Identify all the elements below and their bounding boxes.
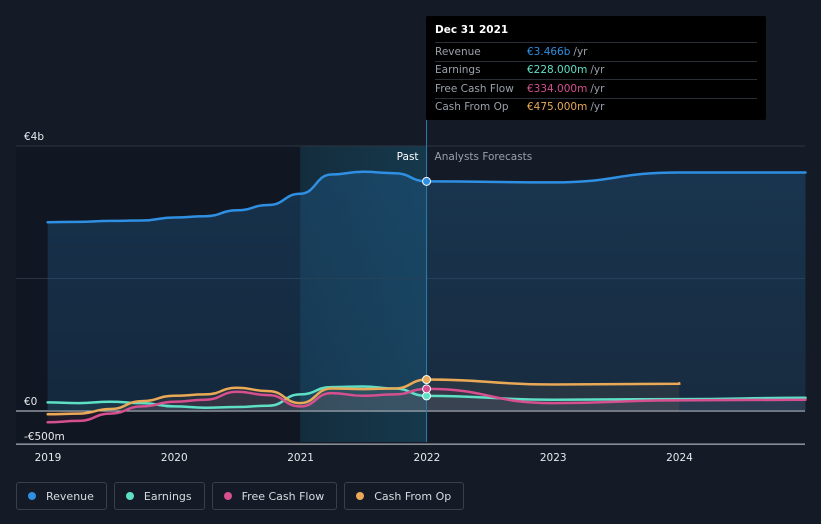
- past-label: Past: [397, 151, 419, 163]
- tooltip-row-value: €228.000m: [527, 64, 588, 77]
- tooltip-row-unit: /yr: [590, 82, 605, 95]
- x-tick-label: 2020: [161, 452, 188, 464]
- legend-dot-icon: [125, 492, 134, 500]
- legend-item-earnings[interactable]: Earnings: [113, 482, 205, 510]
- legend-label: Revenue: [46, 489, 94, 503]
- y-tick-label: €4b: [24, 131, 44, 143]
- series-line-revenue: [46, 170, 807, 224]
- x-tick-label: 2019: [35, 452, 62, 464]
- x-tick-label: 2021: [287, 452, 314, 464]
- legend-label: Earnings: [143, 489, 192, 503]
- tooltip-row-unit: /yr: [590, 101, 605, 114]
- forecast-label: Analysts Forecasts: [435, 151, 533, 163]
- marker-free-cash-flow: [422, 384, 432, 394]
- x-tick-label: 2023: [540, 452, 567, 464]
- tooltip-row-unit: /yr: [590, 64, 605, 77]
- legend-dot-icon: [223, 492, 232, 500]
- legend-dot-icon: [28, 492, 36, 500]
- chart-tooltip: Dec 31 2021 Revenue €3.466b/yr Earnings €22…: [426, 16, 766, 120]
- tooltip-row: Revenue €3.466b/yr: [435, 42, 757, 61]
- tooltip-row-label: Revenue: [435, 45, 481, 58]
- series-line-free-cash-flow: [46, 387, 807, 424]
- series-line-cash-from-op: [46, 378, 681, 416]
- tooltip-row: Free Cash Flow €334.000m/yr: [435, 79, 757, 98]
- legend-dot-icon: [356, 492, 365, 500]
- marker-cash-from-op: [422, 375, 432, 385]
- legend-item-free-cash-flow[interactable]: Free Cash Flow: [211, 482, 338, 510]
- legend-item-cash-from-op[interactable]: Cash From Op: [344, 482, 465, 510]
- tooltip-row-value: €334.000m: [527, 82, 588, 95]
- tooltip-row-value: €475.000m: [527, 101, 588, 114]
- tooltip-row-unit: /yr: [573, 45, 588, 58]
- legend-label: Cash From Op: [374, 489, 452, 503]
- chart-legend: Revenue Earnings Free Cash Flow Cash From O…: [16, 482, 465, 510]
- tooltip-row-value: €3.466b: [527, 45, 571, 58]
- tooltip-date: Dec 31 2021: [435, 24, 509, 36]
- tooltip-row: Cash From Op €475.000m/yr: [435, 97, 757, 117]
- x-tick-label: 2022: [414, 452, 441, 464]
- legend-label: Free Cash Flow: [241, 489, 325, 503]
- tooltip-row-label: Free Cash Flow: [435, 82, 514, 95]
- marker-revenue: [422, 176, 432, 186]
- legend-item-revenue[interactable]: Revenue: [16, 482, 107, 510]
- y-tick-label: €0: [24, 396, 37, 408]
- y-tick-label: -€500m: [24, 431, 65, 443]
- tooltip-row-label: Earnings: [435, 64, 481, 77]
- tooltip-row: Earnings €228.000m/yr: [435, 60, 757, 80]
- tooltip-row-label: Cash From Op: [435, 101, 509, 114]
- x-tick-label: 2024: [666, 452, 693, 464]
